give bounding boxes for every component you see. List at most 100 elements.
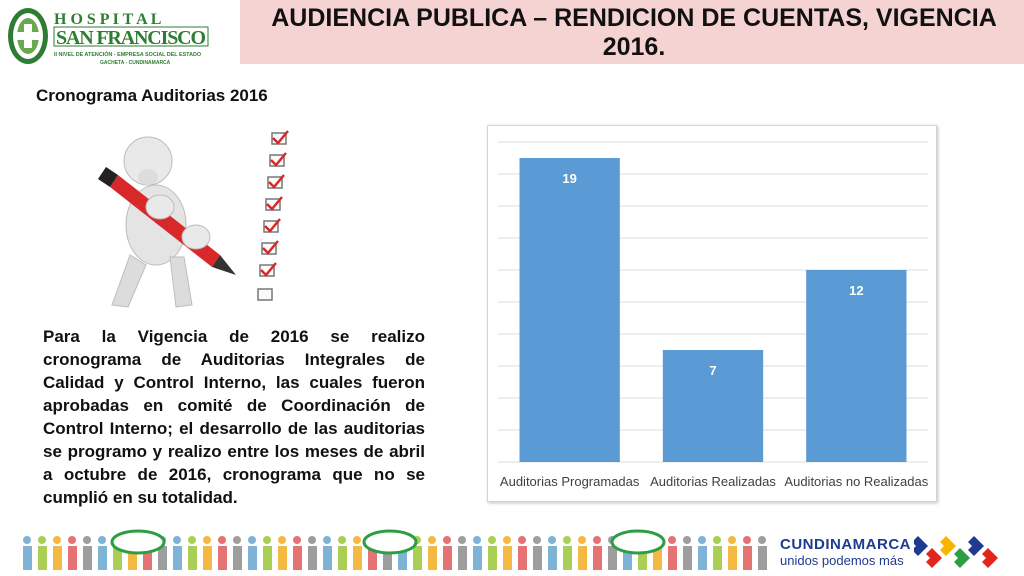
person-figure-icon bbox=[248, 536, 256, 544]
person-figure-icon bbox=[143, 546, 152, 570]
person-figure-icon bbox=[398, 546, 407, 570]
person-figure-icon bbox=[68, 546, 77, 570]
person-figure-icon bbox=[593, 536, 601, 544]
brand-shape-icon bbox=[914, 536, 928, 556]
brand-shape-icon bbox=[982, 548, 998, 568]
chart-frame: 19 Auditorias Programadas 7 Auditorias Real… bbox=[487, 125, 937, 502]
person-figure-icon bbox=[353, 536, 361, 544]
bar bbox=[519, 158, 620, 462]
person-figure-icon bbox=[323, 536, 331, 544]
footer-people-banner bbox=[23, 529, 767, 570]
person-figure-icon bbox=[458, 536, 466, 544]
person-figure-icon bbox=[563, 546, 572, 570]
person-figure-icon bbox=[248, 546, 257, 570]
section-title: Cronograma Auditorias 2016 bbox=[36, 86, 268, 105]
person-figure-icon bbox=[68, 536, 76, 544]
person-figure-icon bbox=[548, 536, 556, 544]
category-label: Auditorias Programadas bbox=[500, 474, 640, 489]
person-figure-icon bbox=[278, 546, 287, 570]
person-figure-icon bbox=[23, 536, 31, 544]
hospital-logo: H O S P I T A L SAN FRANCISCO II NIVEL D… bbox=[8, 8, 209, 66]
bar bbox=[662, 350, 764, 462]
person-figure-icon bbox=[293, 536, 301, 544]
brand-shape-icon bbox=[968, 536, 984, 556]
brand-name: CUNDINAMARCA bbox=[780, 536, 911, 553]
person-figure-icon bbox=[698, 546, 707, 570]
description-paragraph: Para la Vigencia de 2016 se realizo cron… bbox=[43, 327, 425, 507]
person-figure-icon bbox=[743, 546, 752, 570]
person-figure-icon bbox=[668, 546, 677, 570]
person-figure-icon bbox=[533, 536, 541, 544]
bar bbox=[806, 270, 907, 462]
person-figure-icon bbox=[503, 536, 511, 544]
person-figure-icon bbox=[23, 546, 32, 570]
person-figure-icon bbox=[353, 546, 362, 570]
person-figure-icon bbox=[188, 536, 196, 544]
person-figure-icon bbox=[473, 546, 482, 570]
hospital-emblem-icon bbox=[8, 8, 48, 64]
person-figure-icon bbox=[263, 536, 271, 544]
person-figure-icon bbox=[653, 546, 662, 570]
person-figure-icon bbox=[743, 536, 751, 544]
person-figure-icon bbox=[263, 546, 272, 570]
person-figure-icon bbox=[413, 546, 422, 570]
person-figure-icon bbox=[443, 546, 452, 570]
emblem-badge-icon bbox=[362, 529, 418, 555]
person-figure-icon bbox=[128, 546, 137, 570]
person-figure-icon bbox=[518, 546, 527, 570]
header-band bbox=[240, 0, 1024, 64]
person-figure-icon bbox=[53, 536, 61, 544]
person-figure-icon bbox=[518, 536, 526, 544]
person-figure-icon bbox=[488, 536, 496, 544]
person-figure-icon bbox=[713, 536, 721, 544]
person-figure-icon bbox=[713, 546, 722, 570]
person-figure-icon bbox=[503, 546, 512, 570]
person-figure-icon bbox=[563, 536, 571, 544]
category-label: Auditorias Realizadas bbox=[650, 474, 776, 489]
person-figure-icon bbox=[188, 546, 197, 570]
bar-chart: 19 Auditorias Programadas 7 Auditorias Real… bbox=[498, 141, 929, 489]
data-label: 12 bbox=[849, 283, 863, 298]
person-figure-icon bbox=[98, 546, 107, 570]
person-figure-icon bbox=[233, 546, 242, 570]
person-figure-icon bbox=[293, 546, 302, 570]
person-figure-icon bbox=[338, 536, 346, 544]
person-figure-icon bbox=[593, 546, 602, 570]
cundinamarca-logo-icon bbox=[914, 536, 998, 568]
person-figure-icon bbox=[383, 546, 392, 570]
person-figure-icon bbox=[758, 536, 766, 544]
logo-line2: SAN FRANCISCO bbox=[56, 27, 206, 49]
person-figure-icon bbox=[428, 546, 437, 570]
person-figure-icon bbox=[728, 546, 737, 570]
person-figure-icon bbox=[83, 536, 91, 544]
person-figure-icon bbox=[173, 546, 182, 570]
data-label: 19 bbox=[562, 171, 576, 186]
person-figure-icon bbox=[53, 546, 62, 570]
logo-line4: GACHETA - CUNDINAMARCA bbox=[100, 60, 171, 66]
person-figure-icon bbox=[173, 536, 181, 544]
person-figure-icon bbox=[578, 536, 586, 544]
person-figure-icon bbox=[278, 536, 286, 544]
person-figure-icon bbox=[308, 546, 317, 570]
person-figure-icon bbox=[698, 536, 706, 544]
person-figure-icon bbox=[158, 546, 167, 570]
brand-shape-icon bbox=[940, 536, 956, 556]
person-figure-icon bbox=[638, 546, 647, 570]
person-figure-icon bbox=[113, 546, 122, 570]
person-figure-icon bbox=[203, 536, 211, 544]
checklist-icon bbox=[257, 132, 287, 301]
person-figure-icon bbox=[683, 546, 692, 570]
page-title: AUDIENCIA PUBLICA – RENDICION DE CUENTAS… bbox=[271, 4, 997, 61]
person-figure-icon bbox=[443, 536, 451, 544]
brand-shape-icon bbox=[926, 548, 942, 568]
person-figure-icon bbox=[38, 536, 46, 544]
person-figure-icon bbox=[308, 536, 316, 544]
person-figure-icon bbox=[368, 546, 377, 570]
person-figure-icon bbox=[83, 546, 92, 570]
person-figure-icon bbox=[578, 546, 587, 570]
logo-line1: H O S P I T A L bbox=[54, 11, 161, 28]
category-label: Auditorias no Realizadas bbox=[784, 474, 928, 489]
person-figure-icon bbox=[608, 546, 617, 570]
logo-line3: II NIVEL DE ATENCIÓN - EMPRESA SOCIAL DE… bbox=[54, 50, 201, 58]
emblem-badge-icon bbox=[110, 529, 166, 555]
